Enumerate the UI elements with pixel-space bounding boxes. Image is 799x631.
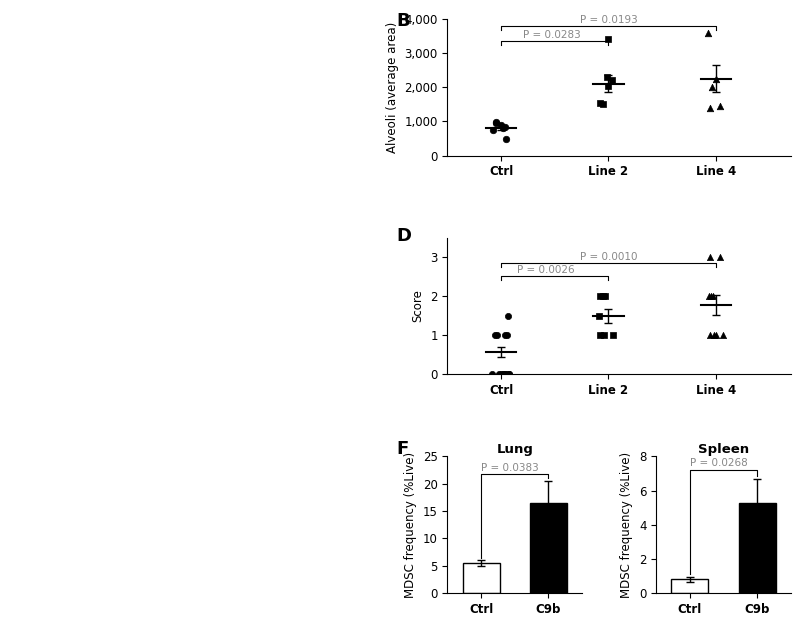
Text: P = 0.0268: P = 0.0268 (690, 458, 748, 468)
Point (503, 369, 515, 379)
Text: B: B (396, 12, 410, 30)
Point (704, 252, 717, 262)
Point (709, 330, 721, 340)
Point (714, 101, 726, 111)
Bar (671, 579, 709, 593)
Point (703, 292, 716, 302)
Y-axis label: Score: Score (411, 290, 424, 322)
Point (598, 330, 610, 340)
Point (598, 292, 611, 302)
Point (498, 369, 511, 379)
Text: D: D (396, 227, 411, 245)
Point (606, 76, 618, 86)
Point (705, 292, 718, 302)
Bar (463, 563, 499, 593)
Y-axis label: MDSC frequency (%Live): MDSC frequency (%Live) (404, 452, 417, 598)
Text: P = 0.0026: P = 0.0026 (517, 265, 574, 274)
Point (499, 330, 511, 340)
Point (496, 369, 509, 379)
Point (606, 330, 619, 340)
Point (499, 122, 512, 132)
Text: P = 0.0283: P = 0.0283 (523, 30, 580, 40)
Point (495, 369, 508, 379)
Point (503, 369, 515, 379)
Point (704, 330, 717, 340)
Point (593, 310, 606, 321)
Title: Lung: Lung (496, 444, 533, 456)
Text: F: F (396, 440, 408, 458)
Point (500, 330, 513, 340)
Point (594, 98, 606, 108)
Point (594, 292, 606, 302)
Point (708, 330, 721, 340)
Point (489, 330, 502, 340)
Point (490, 117, 503, 127)
Point (717, 330, 729, 340)
Point (497, 123, 510, 133)
Bar (530, 503, 567, 593)
Point (706, 292, 719, 302)
Point (501, 369, 514, 379)
Text: P = 0.0193: P = 0.0193 (579, 15, 638, 25)
Y-axis label: Alveoli (average area): Alveoli (average area) (386, 21, 399, 153)
Title: Spleen: Spleen (698, 444, 749, 456)
Point (596, 292, 609, 302)
Y-axis label: MDSC frequency (%Live): MDSC frequency (%Live) (621, 452, 634, 598)
Point (601, 72, 614, 82)
Point (499, 134, 512, 144)
Point (710, 74, 723, 84)
Point (706, 82, 718, 92)
Point (491, 330, 503, 340)
Point (602, 34, 614, 44)
Text: P = 0.0383: P = 0.0383 (481, 463, 539, 473)
Point (602, 81, 614, 91)
Point (487, 125, 499, 135)
Point (597, 99, 610, 109)
Point (499, 369, 511, 379)
Bar (739, 502, 776, 593)
Point (486, 369, 499, 379)
Point (492, 369, 505, 379)
Text: P = 0.0010: P = 0.0010 (580, 252, 638, 262)
Point (594, 330, 606, 340)
Point (502, 310, 515, 321)
Point (704, 103, 717, 113)
Point (495, 120, 507, 130)
Point (490, 118, 503, 128)
Point (714, 252, 726, 262)
Point (702, 28, 714, 38)
